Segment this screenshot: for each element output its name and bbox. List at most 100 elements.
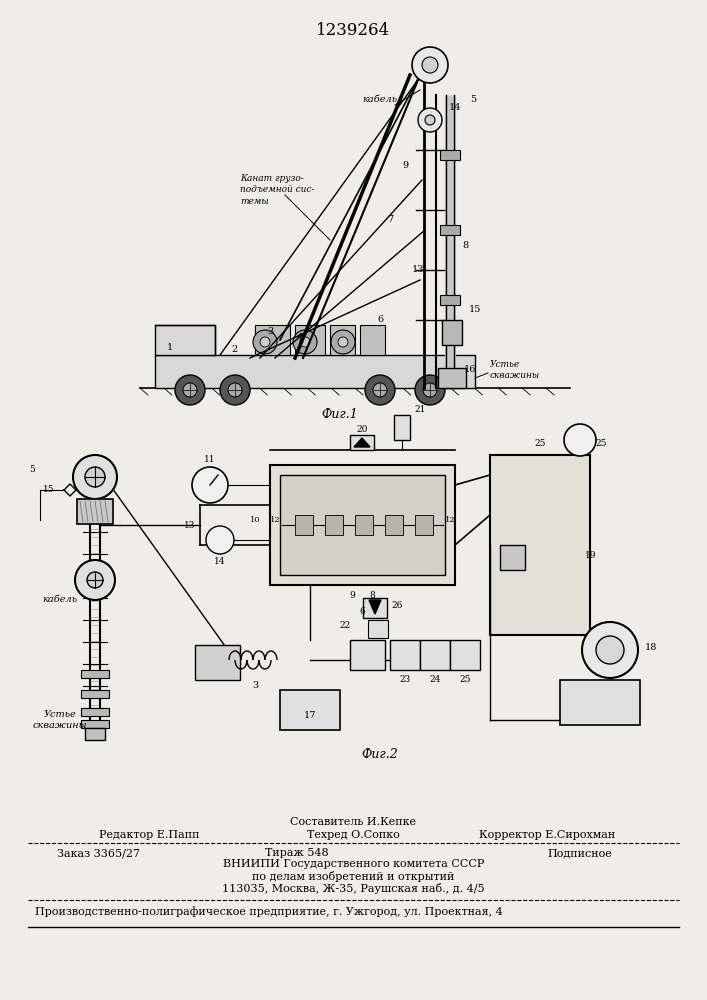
Circle shape xyxy=(418,108,442,132)
Circle shape xyxy=(220,375,250,405)
Text: Канат грузо-
подъемной сис-
темы: Канат грузо- подъемной сис- темы xyxy=(240,174,315,206)
Bar xyxy=(350,640,385,670)
Circle shape xyxy=(192,467,228,503)
Circle shape xyxy=(300,337,310,347)
Text: 23: 23 xyxy=(399,676,411,684)
Bar xyxy=(415,515,433,535)
Text: 6: 6 xyxy=(377,316,383,324)
Circle shape xyxy=(75,560,115,600)
Text: Тираж 548: Тираж 548 xyxy=(265,848,329,858)
Text: ВНИИПИ Государственного комитета СССР: ВНИИПИ Государственного комитета СССР xyxy=(223,859,484,869)
Text: 21: 21 xyxy=(414,406,426,414)
Text: Техред О.Сопко: Техред О.Сопко xyxy=(307,830,400,840)
Circle shape xyxy=(596,636,624,664)
Text: 2: 2 xyxy=(232,346,238,355)
Bar xyxy=(330,325,355,355)
Text: 113035, Москва, Ж-35, Раушская наб., д. 4/5: 113035, Москва, Ж-35, Раушская наб., д. … xyxy=(222,882,485,894)
Circle shape xyxy=(564,424,596,456)
Text: 22: 22 xyxy=(339,620,351,630)
Text: 9: 9 xyxy=(349,590,355,599)
Circle shape xyxy=(422,57,438,73)
Bar xyxy=(438,368,466,388)
Bar xyxy=(85,728,105,740)
Bar xyxy=(440,150,460,160)
Bar xyxy=(77,499,113,524)
Bar xyxy=(270,465,455,585)
Text: 12: 12 xyxy=(445,516,455,524)
Text: 1: 1 xyxy=(167,342,173,352)
Circle shape xyxy=(228,383,242,397)
Bar xyxy=(390,640,420,670)
Circle shape xyxy=(423,383,437,397)
Bar xyxy=(500,545,525,570)
Bar xyxy=(81,720,109,728)
Bar xyxy=(325,515,343,535)
Circle shape xyxy=(293,330,317,354)
Text: 5: 5 xyxy=(29,466,35,475)
Text: 20: 20 xyxy=(356,426,368,434)
Circle shape xyxy=(582,622,638,678)
Circle shape xyxy=(183,383,197,397)
Text: 9: 9 xyxy=(402,160,408,169)
Bar xyxy=(385,515,403,535)
Circle shape xyxy=(331,330,355,354)
Text: Корректор Е.Сирохман: Корректор Е.Сирохман xyxy=(479,830,615,840)
Text: Производственно-полиграфическое предприятие, г. Ужгород, ул. Проектная, 4: Производственно-полиграфическое предприя… xyxy=(35,907,503,917)
Text: 24: 24 xyxy=(429,676,440,684)
Bar xyxy=(81,708,109,716)
Bar xyxy=(442,320,462,345)
Circle shape xyxy=(425,115,435,125)
Bar xyxy=(440,295,460,305)
Bar xyxy=(560,680,640,725)
Text: 18: 18 xyxy=(645,644,658,652)
Text: 8: 8 xyxy=(369,590,375,599)
Circle shape xyxy=(73,455,117,499)
Text: 15: 15 xyxy=(43,486,55,494)
Circle shape xyxy=(253,330,277,354)
Bar xyxy=(255,325,290,355)
Text: 14: 14 xyxy=(449,104,461,112)
Text: 14: 14 xyxy=(214,558,226,566)
Text: Редактор Е.Папп: Редактор Е.Папп xyxy=(99,830,199,840)
Text: 10: 10 xyxy=(250,516,260,524)
Text: кабель: кабель xyxy=(42,595,78,604)
Polygon shape xyxy=(354,438,370,447)
Polygon shape xyxy=(369,600,381,614)
Text: Устье
скважины: Устье скважины xyxy=(490,360,540,380)
Bar xyxy=(355,515,373,535)
Bar xyxy=(280,475,445,575)
Text: 17: 17 xyxy=(304,710,316,720)
Circle shape xyxy=(412,47,448,83)
Text: Фиг.2: Фиг.2 xyxy=(361,748,398,762)
Bar xyxy=(195,645,240,680)
Text: 5: 5 xyxy=(470,96,476,104)
Bar xyxy=(295,515,313,535)
Bar xyxy=(280,690,340,730)
Text: Заказ 3365/27: Заказ 3365/27 xyxy=(57,848,139,858)
Text: 1239264: 1239264 xyxy=(316,22,390,39)
Circle shape xyxy=(206,526,234,554)
Bar xyxy=(155,355,475,388)
Text: 3: 3 xyxy=(252,680,258,690)
Text: 15: 15 xyxy=(469,306,481,314)
Bar xyxy=(490,455,590,635)
Bar xyxy=(81,690,109,698)
Circle shape xyxy=(373,383,387,397)
Bar xyxy=(394,415,410,440)
Bar xyxy=(450,640,480,670)
Bar xyxy=(81,670,109,678)
Text: 3: 3 xyxy=(267,328,273,336)
Text: 8: 8 xyxy=(462,240,468,249)
Bar xyxy=(440,225,460,235)
Bar xyxy=(420,640,450,670)
Text: кабель: кабель xyxy=(363,96,397,104)
Bar xyxy=(295,325,325,355)
Bar xyxy=(360,325,385,355)
Text: 12: 12 xyxy=(269,516,280,524)
Text: 7: 7 xyxy=(387,216,393,225)
Bar xyxy=(368,620,388,638)
Bar xyxy=(363,598,387,618)
Circle shape xyxy=(85,467,105,487)
Text: 25: 25 xyxy=(534,438,546,448)
Text: 4: 4 xyxy=(297,332,303,342)
